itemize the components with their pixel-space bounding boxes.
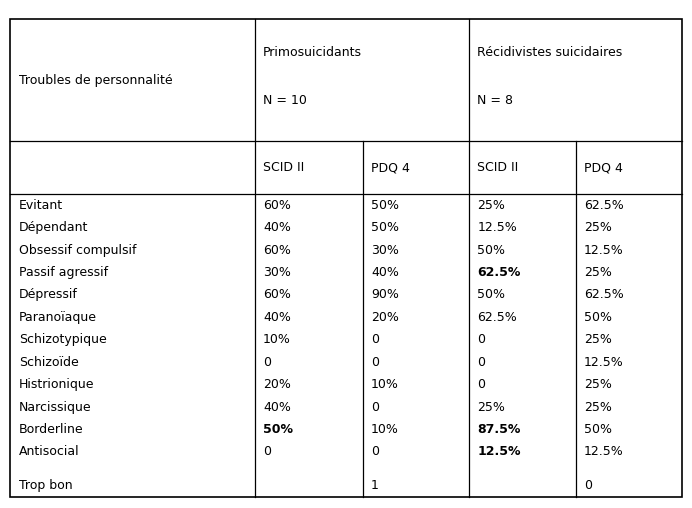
Text: 90%: 90% — [371, 289, 399, 301]
Text: 62.5%: 62.5% — [584, 289, 623, 301]
Text: 12.5%: 12.5% — [584, 356, 623, 369]
Text: 0: 0 — [371, 401, 379, 414]
Text: 12.5%: 12.5% — [477, 446, 521, 458]
Text: PDQ 4: PDQ 4 — [371, 161, 410, 174]
Text: 1: 1 — [371, 479, 379, 492]
Text: 0: 0 — [371, 333, 379, 346]
Text: 40%: 40% — [263, 401, 291, 414]
Text: 25%: 25% — [584, 221, 612, 234]
Text: Primosuicidants: Primosuicidants — [263, 46, 362, 59]
Text: Schizotypique: Schizotypique — [19, 333, 107, 346]
Text: Narcissique: Narcissique — [19, 401, 91, 414]
Text: PDQ 4: PDQ 4 — [584, 161, 623, 174]
Text: 10%: 10% — [263, 333, 291, 346]
Text: 25%: 25% — [477, 401, 505, 414]
Text: 12.5%: 12.5% — [584, 244, 623, 257]
Text: 60%: 60% — [263, 244, 291, 257]
Text: 0: 0 — [263, 356, 271, 369]
Text: 50%: 50% — [263, 423, 293, 436]
Text: Antisocial: Antisocial — [19, 446, 80, 458]
Text: 50%: 50% — [584, 423, 612, 436]
Text: Récidivistes suicidaires: Récidivistes suicidaires — [477, 46, 623, 59]
Text: 0: 0 — [477, 356, 486, 369]
Text: Trop bon: Trop bon — [19, 479, 72, 492]
Text: 0: 0 — [477, 378, 486, 391]
Text: 25%: 25% — [477, 199, 505, 212]
Text: 62.5%: 62.5% — [477, 311, 517, 324]
Text: SCID II: SCID II — [477, 161, 519, 174]
Text: Troubles de personnalité: Troubles de personnalité — [19, 74, 172, 87]
Text: 25%: 25% — [584, 333, 612, 346]
Text: 0: 0 — [371, 356, 379, 369]
Text: 50%: 50% — [477, 289, 505, 301]
Text: 25%: 25% — [584, 401, 612, 414]
Text: 12.5%: 12.5% — [477, 221, 517, 234]
Text: 0: 0 — [584, 479, 592, 492]
Text: SCID II: SCID II — [263, 161, 304, 174]
Text: 50%: 50% — [371, 199, 399, 212]
Text: 20%: 20% — [263, 378, 291, 391]
Text: 40%: 40% — [263, 221, 291, 234]
Text: 40%: 40% — [371, 266, 399, 279]
Text: Schizoïde: Schizoïde — [19, 356, 78, 369]
Text: 62.5%: 62.5% — [584, 199, 623, 212]
Text: 0: 0 — [371, 446, 379, 458]
Text: 40%: 40% — [263, 311, 291, 324]
Text: 50%: 50% — [371, 221, 399, 234]
Text: Passif agressif: Passif agressif — [19, 266, 108, 279]
Text: 25%: 25% — [584, 266, 612, 279]
Text: Borderline: Borderline — [19, 423, 83, 436]
Text: N = 10: N = 10 — [263, 94, 307, 107]
Text: 30%: 30% — [371, 244, 399, 257]
Text: Evitant: Evitant — [19, 199, 63, 212]
Text: 10%: 10% — [371, 378, 399, 391]
Text: 0: 0 — [477, 333, 486, 346]
Text: Dépendant: Dépendant — [19, 221, 88, 234]
Text: 62.5%: 62.5% — [477, 266, 521, 279]
Text: 50%: 50% — [584, 311, 612, 324]
Text: 60%: 60% — [263, 289, 291, 301]
Text: 30%: 30% — [263, 266, 291, 279]
Text: Obsessif compulsif: Obsessif compulsif — [19, 244, 136, 257]
Text: N = 8: N = 8 — [477, 94, 513, 107]
Text: 10%: 10% — [371, 423, 399, 436]
Text: 0: 0 — [263, 446, 271, 458]
Text: Dépressif: Dépressif — [19, 289, 78, 301]
Text: 20%: 20% — [371, 311, 399, 324]
Text: 12.5%: 12.5% — [584, 446, 623, 458]
Text: 50%: 50% — [477, 244, 505, 257]
Text: 25%: 25% — [584, 378, 612, 391]
Text: 87.5%: 87.5% — [477, 423, 521, 436]
Text: Paranoïaque: Paranoïaque — [19, 311, 97, 324]
Text: Histrionique: Histrionique — [19, 378, 94, 391]
Text: 60%: 60% — [263, 199, 291, 212]
